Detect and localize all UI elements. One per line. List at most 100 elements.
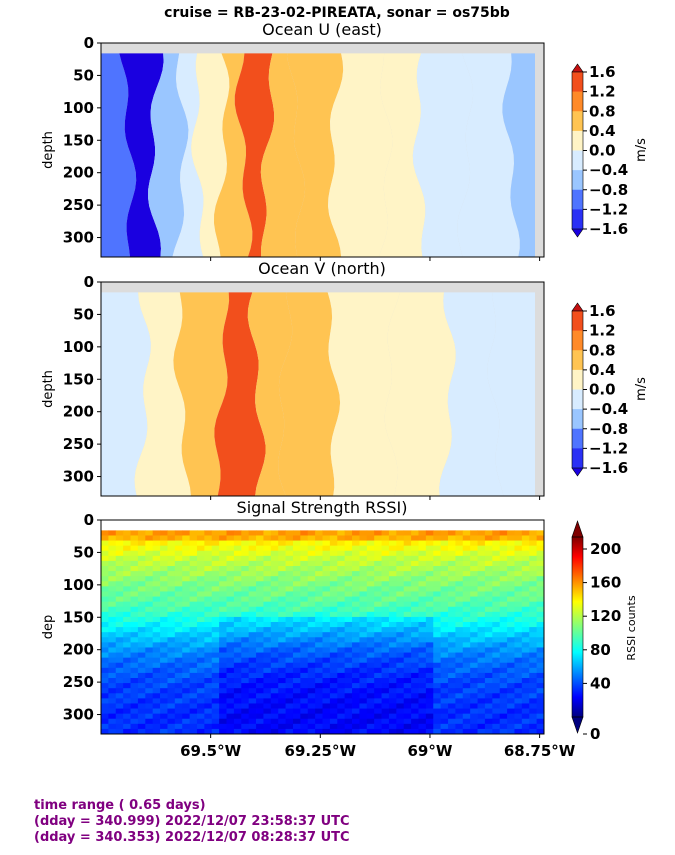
rssi-cell [145,652,154,659]
rssi-cell [396,616,405,623]
rssi-cell [182,688,190,694]
rssi-cell [300,616,309,623]
rssi-cell [248,678,257,684]
rssi-cell [315,728,323,735]
rssi-cell [425,555,434,562]
rssi-cell [499,693,508,699]
rssi-cell [174,606,183,613]
rssi-cell [278,683,286,689]
rssi-cell [477,652,486,659]
rssi-cell [278,703,286,709]
rssi-cell [455,591,464,597]
rssi-cell [233,550,242,557]
rssi-cell [160,576,168,582]
rssi-cell [403,622,412,628]
rssi-cell [233,713,242,720]
rssi-cell [440,723,449,730]
rssi-cell [536,713,545,720]
rssi-cell [433,616,442,623]
rssi-cell [329,555,338,562]
rssi-cell [292,662,301,669]
rssi-cell [411,678,419,684]
rssi-cell [130,540,139,547]
rssi-cell [226,662,235,669]
rssi-cell [366,632,375,638]
rssi-cell [204,652,213,659]
rssi-cell [241,662,250,669]
rssi-cell [484,591,493,597]
rssi-cell [108,571,117,577]
rssi-cell [477,708,486,715]
rssi-cell [174,723,183,730]
rssi-cell [196,632,205,638]
rssi-cell [411,586,419,592]
rssi-cell [418,576,427,582]
rssi-cell [248,622,257,628]
rssi-cell [425,550,434,557]
rssi-cell [152,662,161,669]
rssi-cell [241,571,250,577]
rssi-cell [130,723,139,730]
rssi-cell [174,728,183,735]
rssi-cell [492,540,501,547]
rssi-cell [285,576,294,582]
rssi-cell [137,708,146,715]
rssi-cell [388,662,397,669]
rssi-cell [344,728,353,735]
rssi-cell [182,566,190,572]
rssi-cell [101,616,109,623]
colorbar-tick-label: 1.2 [589,322,616,340]
rssi-cell [315,550,323,557]
rssi-cell [292,611,301,618]
colorbar-tick-label: 40 [590,674,611,692]
y-tick-label: 50 [73,305,94,323]
velocity-band [502,53,535,258]
rssi-cell [337,637,346,643]
rssi-cell [101,693,109,699]
rssi-cell [226,627,235,633]
rssi-cell [411,688,419,694]
rssi-cell [484,555,493,562]
rssi-cell [292,616,301,623]
rssi-cell [204,667,213,674]
rssi-cell [507,535,515,541]
rssi-cell [477,555,486,562]
rssi-cell [300,611,309,618]
rssi-cell [499,586,508,592]
rssi-cell [174,540,183,547]
rssi-cell [344,627,353,633]
rssi-cell [484,586,493,592]
rssi-cell [204,560,213,567]
rssi-cell [101,637,109,643]
rssi-cell [374,530,382,536]
rssi-cell [174,708,183,715]
rssi-cell [130,708,139,715]
rssi-cell [307,581,316,587]
rssi-cell [359,693,368,699]
rssi-cell [292,672,301,679]
rssi-cell [470,713,478,720]
rssi-cell [411,693,419,699]
rssi-cell [344,678,353,684]
rssi-cell [248,586,257,592]
rssi-cell [455,576,464,582]
rssi-cell [241,632,250,638]
rssi-cell [300,586,309,592]
rssi-cell [514,545,523,552]
rssi-cell [101,708,109,715]
rssi-cell [115,683,124,689]
rssi-cell [418,703,427,709]
rssi-cell [211,708,220,715]
rssi-cell [418,566,427,572]
rssi-cell [462,657,471,664]
rssi-cell [307,708,316,715]
rssi-cell [507,591,515,597]
rssi-cell [411,596,419,603]
rssi-cell [256,627,264,633]
rssi-cell [329,530,338,536]
rssi-cell [418,723,427,730]
rssi-cell [359,606,368,613]
rssi-cell [388,545,397,552]
rssi-cell [270,545,279,552]
rssi-cell [536,535,545,541]
